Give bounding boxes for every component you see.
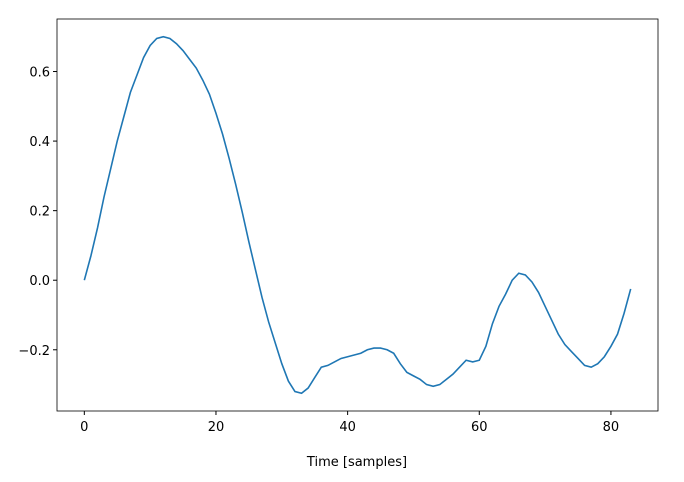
x-tick-label: 80 xyxy=(603,420,620,435)
y-tick-label: 0.0 xyxy=(29,274,50,289)
x-tick-label: 40 xyxy=(339,420,356,435)
x-tick-label: 60 xyxy=(471,420,488,435)
x-tick-label: 0 xyxy=(80,420,88,435)
x-tick-label: 20 xyxy=(208,420,225,435)
y-tick-label: 0.6 xyxy=(29,66,50,81)
y-tick-label: 0.4 xyxy=(29,135,50,150)
line xyxy=(83,35,632,395)
y-tick-label: 0.2 xyxy=(29,205,50,220)
plot-frame xyxy=(56,18,659,412)
x-axis-label: Time [samples] xyxy=(306,455,407,470)
y-tick-label: −0.2 xyxy=(18,344,50,359)
